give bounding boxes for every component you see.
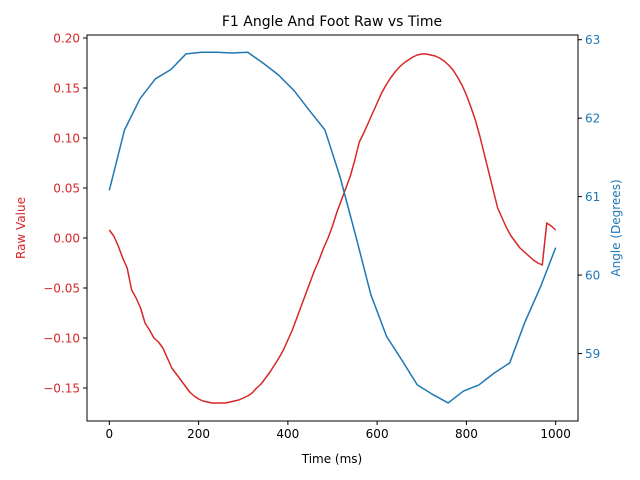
left-tick-label: −0.05 (43, 282, 80, 296)
left-tick-label: 0.10 (53, 132, 80, 146)
x-tick-label: 1000 (540, 427, 571, 441)
series-layer (108, 51, 557, 404)
x-tick-label: 800 (455, 427, 478, 441)
x-tick-label: 600 (366, 427, 389, 441)
left-tick-label: 0.05 (53, 182, 80, 196)
x-tick-label: 0 (105, 427, 113, 441)
x-axis-label: Time (ms) (301, 452, 363, 466)
left-tick-label: −0.15 (43, 382, 80, 396)
x-tick-label: 200 (187, 427, 210, 441)
right-y-axis-label: Angle (Degrees) (609, 179, 623, 276)
x-axis: 0 200 400 600 800 1000 (105, 421, 571, 441)
x-tick-label: 400 (276, 427, 299, 441)
left-y-axis: −0.15 −0.10 −0.05 0.00 0.05 0.10 0.15 0.20 (43, 32, 87, 396)
chart-title: F1 Angle And Foot Raw vs Time (222, 14, 442, 30)
axes-frame (86, 34, 579, 422)
left-tick-label: 0.15 (53, 82, 80, 96)
right-tick-label: 63 (585, 33, 600, 47)
left-tick-label: 0.20 (53, 32, 80, 46)
left-tick-label: −0.10 (43, 332, 80, 346)
angle-series-line (108, 51, 557, 404)
plot-area (86, 34, 579, 422)
right-tick-label: 62 (585, 112, 600, 126)
raw-value-series-line (108, 53, 557, 404)
right-tick-label: 59 (585, 347, 600, 361)
right-tick-label: 61 (585, 190, 600, 204)
right-y-axis: 59 60 61 62 63 (578, 33, 600, 361)
left-y-axis-label: Raw Value (14, 197, 28, 259)
left-tick-label: 0.00 (53, 232, 80, 246)
right-tick-label: 60 (585, 269, 600, 283)
